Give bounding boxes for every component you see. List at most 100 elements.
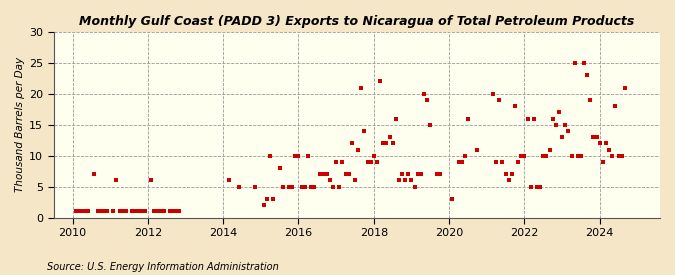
Point xyxy=(302,153,313,158)
Point xyxy=(259,203,269,207)
Point xyxy=(327,185,338,189)
Point xyxy=(447,197,458,201)
Point xyxy=(356,86,367,90)
Point xyxy=(416,172,427,177)
Point xyxy=(460,153,470,158)
Point xyxy=(418,92,429,96)
Point xyxy=(494,98,505,102)
Point xyxy=(76,209,87,214)
Point xyxy=(111,178,122,183)
Point xyxy=(620,86,630,90)
Point xyxy=(384,135,395,139)
Point xyxy=(70,209,81,214)
Point xyxy=(453,160,464,164)
Point xyxy=(406,178,417,183)
Point xyxy=(265,153,275,158)
Point xyxy=(325,178,335,183)
Point xyxy=(390,116,401,121)
Point xyxy=(616,153,627,158)
Point xyxy=(155,209,166,214)
Point xyxy=(95,209,106,214)
Point xyxy=(353,147,364,152)
Point xyxy=(560,123,570,127)
Point xyxy=(344,172,354,177)
Point xyxy=(369,153,379,158)
Point xyxy=(92,209,103,214)
Point xyxy=(497,160,508,164)
Point xyxy=(158,209,169,214)
Point xyxy=(83,209,94,214)
Point xyxy=(412,172,423,177)
Point xyxy=(472,147,483,152)
Point xyxy=(290,153,301,158)
Point xyxy=(532,185,543,189)
Point xyxy=(603,147,614,152)
Point xyxy=(504,178,514,183)
Title: Monthly Gulf Coast (PADD 3) Exports to Nicaragua of Total Petroleum Products: Monthly Gulf Coast (PADD 3) Exports to N… xyxy=(79,15,634,28)
Point xyxy=(371,160,382,164)
Point xyxy=(365,160,376,164)
Point xyxy=(152,209,163,214)
Point xyxy=(572,153,583,158)
Point xyxy=(557,135,568,139)
Point xyxy=(607,153,618,158)
Point xyxy=(597,160,608,164)
Point xyxy=(585,98,596,102)
Point xyxy=(117,209,128,214)
Point xyxy=(462,116,473,121)
Point xyxy=(293,153,304,158)
Point xyxy=(296,185,307,189)
Point xyxy=(588,135,599,139)
Point xyxy=(321,172,332,177)
Point xyxy=(139,209,150,214)
Point xyxy=(108,209,119,214)
Point xyxy=(547,116,558,121)
Point xyxy=(74,209,84,214)
Point xyxy=(535,185,545,189)
Point xyxy=(456,160,467,164)
Point xyxy=(114,209,125,214)
Point xyxy=(563,129,574,133)
Point xyxy=(431,172,442,177)
Point xyxy=(174,209,185,214)
Y-axis label: Thousand Barrels per Day: Thousand Barrels per Day xyxy=(15,57,25,192)
Text: Source: U.S. Energy Information Administration: Source: U.S. Energy Information Administ… xyxy=(47,262,279,272)
Point xyxy=(378,141,389,145)
Point xyxy=(359,129,370,133)
Point xyxy=(519,153,530,158)
Point xyxy=(234,185,244,189)
Point xyxy=(394,178,404,183)
Point xyxy=(538,153,549,158)
Point xyxy=(522,116,533,121)
Point xyxy=(315,172,326,177)
Point xyxy=(550,123,561,127)
Point xyxy=(80,209,90,214)
Point xyxy=(544,147,555,152)
Point xyxy=(99,209,109,214)
Point xyxy=(350,178,360,183)
Point xyxy=(300,185,310,189)
Point xyxy=(610,104,621,108)
Point xyxy=(434,172,445,177)
Point xyxy=(491,160,502,164)
Point xyxy=(262,197,273,201)
Point xyxy=(334,185,345,189)
Point xyxy=(510,104,520,108)
Point xyxy=(595,141,605,145)
Point xyxy=(346,141,357,145)
Point xyxy=(133,209,144,214)
Point xyxy=(578,61,589,65)
Point xyxy=(613,153,624,158)
Point xyxy=(362,160,373,164)
Point xyxy=(148,209,159,214)
Point xyxy=(224,178,235,183)
Point xyxy=(576,153,587,158)
Point xyxy=(529,116,539,121)
Point xyxy=(513,160,524,164)
Point xyxy=(287,185,298,189)
Point xyxy=(165,209,176,214)
Point xyxy=(102,209,113,214)
Point xyxy=(268,197,279,201)
Point xyxy=(397,172,408,177)
Point xyxy=(500,172,511,177)
